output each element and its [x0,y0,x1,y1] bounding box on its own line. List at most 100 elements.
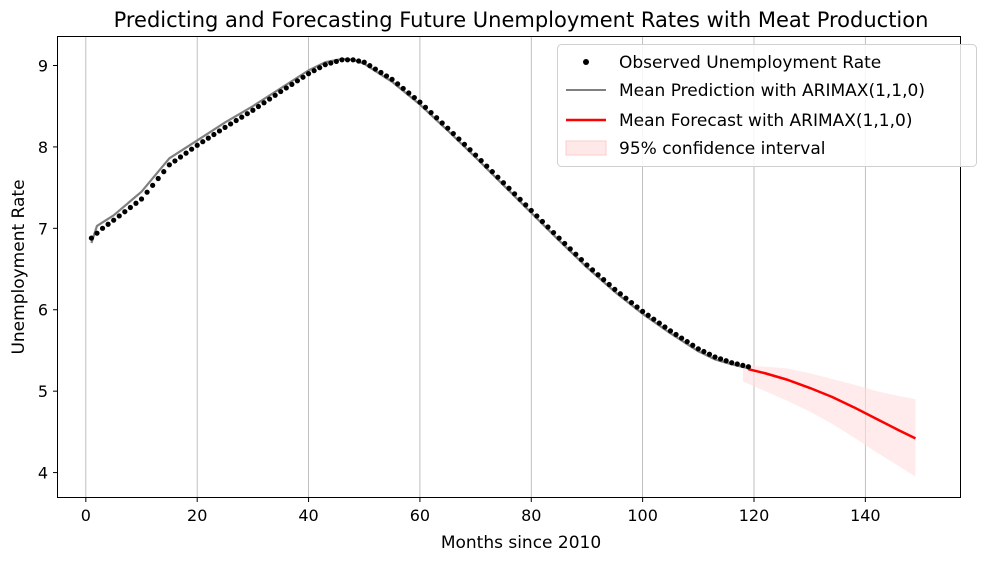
observed-point [322,62,328,68]
observed-point [216,128,223,134]
observed-point [589,267,596,273]
observed-point [294,78,301,84]
observed-point [712,354,718,360]
observed-point [395,81,401,87]
observed-point [461,141,468,147]
observed-point [595,272,601,278]
y-tick-label: 5 [38,382,48,401]
observed-point [211,131,217,138]
observed-point [667,328,674,334]
observed-point [695,346,701,352]
observed-point [133,200,139,206]
x-tick-label: 120 [739,506,770,525]
observed-point [612,286,618,292]
observed-point [356,58,362,64]
observed-point [578,256,584,263]
observed-point [422,104,429,110]
observed-point [289,81,295,87]
observed-point [500,180,507,186]
observed-point [673,331,679,338]
observed-point [161,169,167,175]
observed-point [166,162,172,168]
observed-point [317,65,323,71]
observed-point [233,117,239,124]
observed-point [478,157,484,164]
observed-point [523,202,529,208]
observed-point [417,99,423,105]
observed-point [255,103,262,110]
x-axis-label: Months since 2010 [441,533,601,553]
observed-point [484,163,490,169]
y-tick-label: 4 [38,464,48,483]
observed-point [445,125,451,131]
observed-point [539,218,546,225]
confidence-band [742,365,916,477]
observed-point [383,73,390,79]
observed-point [172,158,178,164]
observed-point [545,224,551,230]
observed-point [606,281,612,288]
observed-point [651,316,657,322]
legend: Observed Unemployment Rate Mean Predicti… [557,44,977,167]
observed-point [601,277,607,283]
observed-point [634,304,640,310]
observed-point [556,235,562,241]
observed-point [623,295,629,301]
observed-points-layer [88,57,752,370]
observed-point [489,169,495,175]
observed-point [183,150,189,156]
observed-point [138,196,145,202]
legend-label-forecast: Mean Forecast with ARIMAX(1,1,0) [619,111,912,131]
observed-point [155,175,161,182]
observed-point [734,361,740,367]
observed-point [729,360,735,366]
legend-swatch-observed [583,59,589,65]
observed-point [640,308,646,314]
observed-point [378,69,384,76]
observed-point [656,320,662,326]
x-tick-label: 0 [81,506,91,525]
observed-point [372,66,378,72]
legend-box [557,44,977,167]
observed-point [740,362,746,368]
observed-point [361,59,367,65]
observed-point [261,100,267,106]
observed-point [194,142,200,148]
observed-point [339,57,345,63]
y-axis-label: Unemployment Rate [9,179,29,354]
observed-point [116,213,122,219]
observed-point [305,71,312,77]
observed-point [562,240,568,247]
observed-point [528,207,534,214]
observed-point [177,154,184,160]
observed-point [250,107,256,113]
observed-point [350,57,356,63]
observed-point [122,209,128,215]
forecast-line [748,367,917,440]
observed-point [272,92,278,98]
y-tick-label: 6 [38,301,48,320]
observed-point [400,85,406,92]
observed-point [550,229,557,236]
observed-point [99,225,106,231]
observed-point [94,230,100,236]
observed-point [367,63,373,69]
observed-point [127,204,133,211]
observed-point [144,189,150,195]
observed-point [205,135,211,141]
legend-label-ci: 95% confidence interval [619,139,825,159]
observed-point [439,120,445,126]
observed-point [584,262,590,268]
observed-point [434,115,440,121]
observed-point [333,58,339,65]
observed-point [456,136,462,142]
observed-point [450,130,456,137]
observed-point [200,139,206,145]
observed-point [472,152,479,158]
observed-point [222,124,228,130]
observed-point [690,342,696,348]
legend-swatch-ci [565,140,607,156]
x-tick-label: 100 [627,506,658,525]
observed-point [717,356,724,362]
